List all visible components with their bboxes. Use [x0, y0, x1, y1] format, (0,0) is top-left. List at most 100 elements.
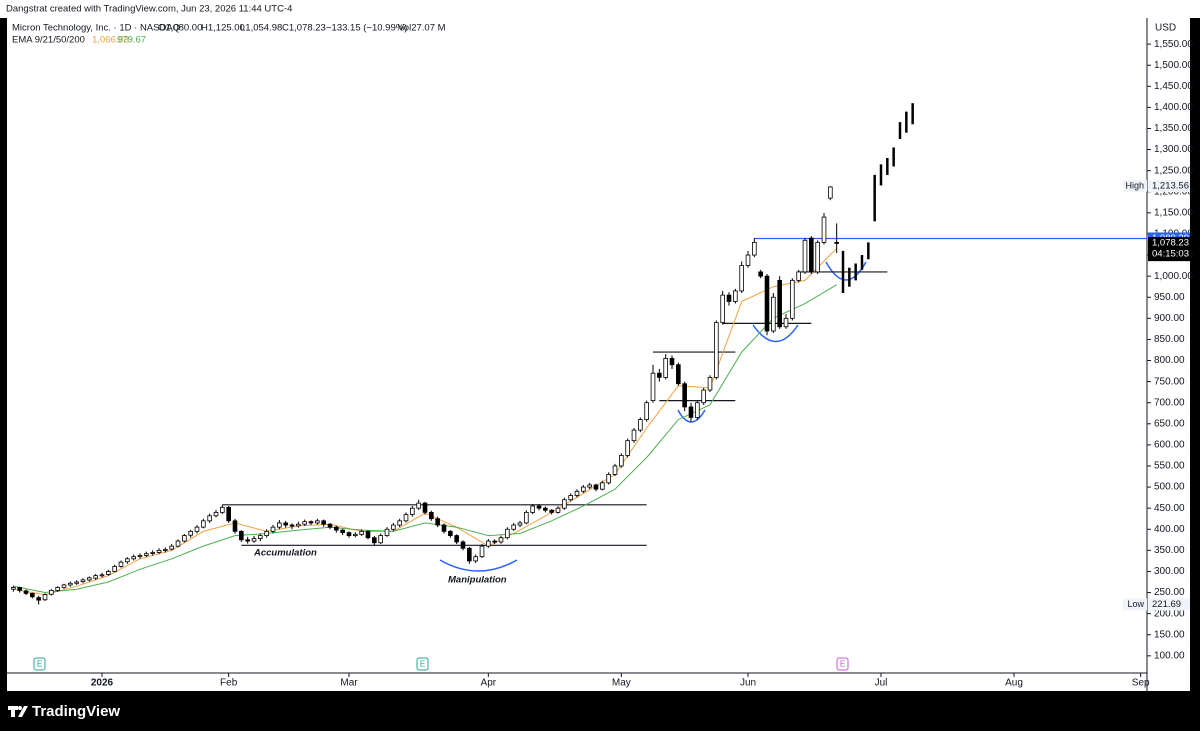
x-tick-label: Aug	[1005, 678, 1023, 689]
earnings-icon	[416, 657, 429, 671]
y-tick-label: 1,300.00	[1154, 144, 1193, 155]
candle-body	[631, 429, 637, 442]
low-name-bg	[1123, 598, 1147, 611]
countdown: 04:15:03	[1152, 249, 1189, 260]
candle-body	[758, 271, 763, 277]
credit: Dangstrat created with TradingView.com, …	[6, 4, 292, 15]
candle-body	[156, 549, 162, 553]
logo-part	[11, 706, 15, 717]
last-tag-label: 1,078.23	[1152, 238, 1189, 249]
candle-body	[517, 522, 523, 526]
candle-body	[23, 590, 29, 594]
candle-body	[182, 535, 187, 542]
high-name-bg	[1123, 180, 1147, 193]
candle-body	[707, 376, 713, 391]
candle-body	[125, 558, 130, 563]
candle-body	[397, 520, 402, 526]
candle-body	[536, 505, 542, 509]
candle-body	[714, 322, 719, 378]
arc	[439, 559, 518, 572]
annotation: Manipulation	[448, 575, 507, 586]
high-tag-label: 1,213.56	[1152, 181, 1189, 192]
credit-bar	[0, 0, 1200, 18]
ema-fast-value: 1,066.03	[92, 35, 129, 46]
candle-body	[315, 520, 320, 524]
candle-body	[701, 389, 706, 404]
candle-body	[30, 592, 35, 598]
candle-body	[771, 296, 776, 332]
candle-body	[473, 556, 478, 562]
logo-part	[18, 706, 28, 717]
candle-body	[239, 530, 244, 541]
y-tick-label: 1,450.00	[1154, 81, 1193, 92]
candle-body	[676, 364, 681, 385]
candle-body	[144, 553, 149, 556]
candle-body	[68, 582, 73, 586]
candle-body	[80, 579, 86, 582]
candle-body	[726, 294, 732, 302]
y-tick-label: 1,550.00	[1154, 39, 1193, 50]
candle-body	[657, 372, 662, 378]
candle-body	[346, 532, 352, 536]
candle-body	[36, 597, 41, 601]
candle-body	[251, 538, 257, 542]
candle-body	[543, 507, 548, 511]
earnings-label: E	[420, 660, 425, 669]
candle-body	[327, 523, 333, 528]
open: O1,080.00	[158, 23, 202, 34]
candle-body	[378, 535, 383, 544]
candle-body	[137, 555, 143, 557]
candle-body	[663, 358, 668, 378]
candle-body	[834, 241, 839, 244]
y-tick-label: 150.00	[1154, 629, 1185, 640]
candle-body	[11, 587, 16, 590]
candle-body	[340, 529, 345, 534]
candle-body	[441, 524, 447, 532]
candle-body	[695, 402, 700, 418]
candle-body	[169, 545, 174, 550]
candle-body	[334, 526, 339, 531]
candle-body	[809, 237, 814, 273]
candle-body	[131, 556, 136, 560]
candle-body	[365, 530, 371, 539]
candle-body	[739, 265, 744, 292]
candle-body	[467, 547, 472, 562]
candle-body	[733, 290, 738, 302]
change: −133.15 (−10.99%)	[326, 23, 407, 34]
candle-body	[207, 515, 212, 522]
y-tick-label: 1,000.00	[1154, 271, 1193, 282]
candle-body	[581, 486, 586, 492]
candle-body	[422, 502, 428, 513]
candle-body	[644, 402, 649, 420]
candle-body	[258, 535, 263, 539]
candle-body	[688, 406, 694, 418]
candle-body	[308, 521, 314, 524]
logo	[8, 706, 28, 717]
candle-body	[562, 499, 567, 509]
y-tick-label: 1,500.00	[1154, 60, 1193, 71]
x-tick-label: Jun	[740, 678, 756, 689]
candle-body	[454, 535, 459, 543]
x-tick-label: Sep	[1132, 678, 1150, 689]
low-tag-label: 221.69	[1152, 599, 1181, 610]
candle-body	[669, 358, 675, 366]
candle-body	[277, 522, 282, 528]
chart-panel	[7, 18, 1190, 691]
high-name: High	[1125, 180, 1144, 190]
candle-body	[289, 524, 295, 527]
candle-body	[593, 484, 599, 490]
candle-body	[194, 526, 200, 532]
candle-body	[448, 530, 453, 536]
last-tag	[1148, 237, 1190, 262]
candle-body	[802, 239, 808, 273]
candle-body	[42, 594, 48, 601]
y-tick-label: 1,350.00	[1154, 123, 1193, 134]
low-name: Low	[1127, 599, 1144, 609]
candle-body	[505, 528, 510, 539]
logo-part	[18, 706, 22, 710]
candle-body	[61, 584, 67, 588]
y-tick-label: 100.00	[1154, 650, 1185, 661]
candle-body	[175, 540, 181, 547]
y-tick-label: 750.00	[1154, 376, 1185, 387]
candle-body	[55, 587, 60, 591]
